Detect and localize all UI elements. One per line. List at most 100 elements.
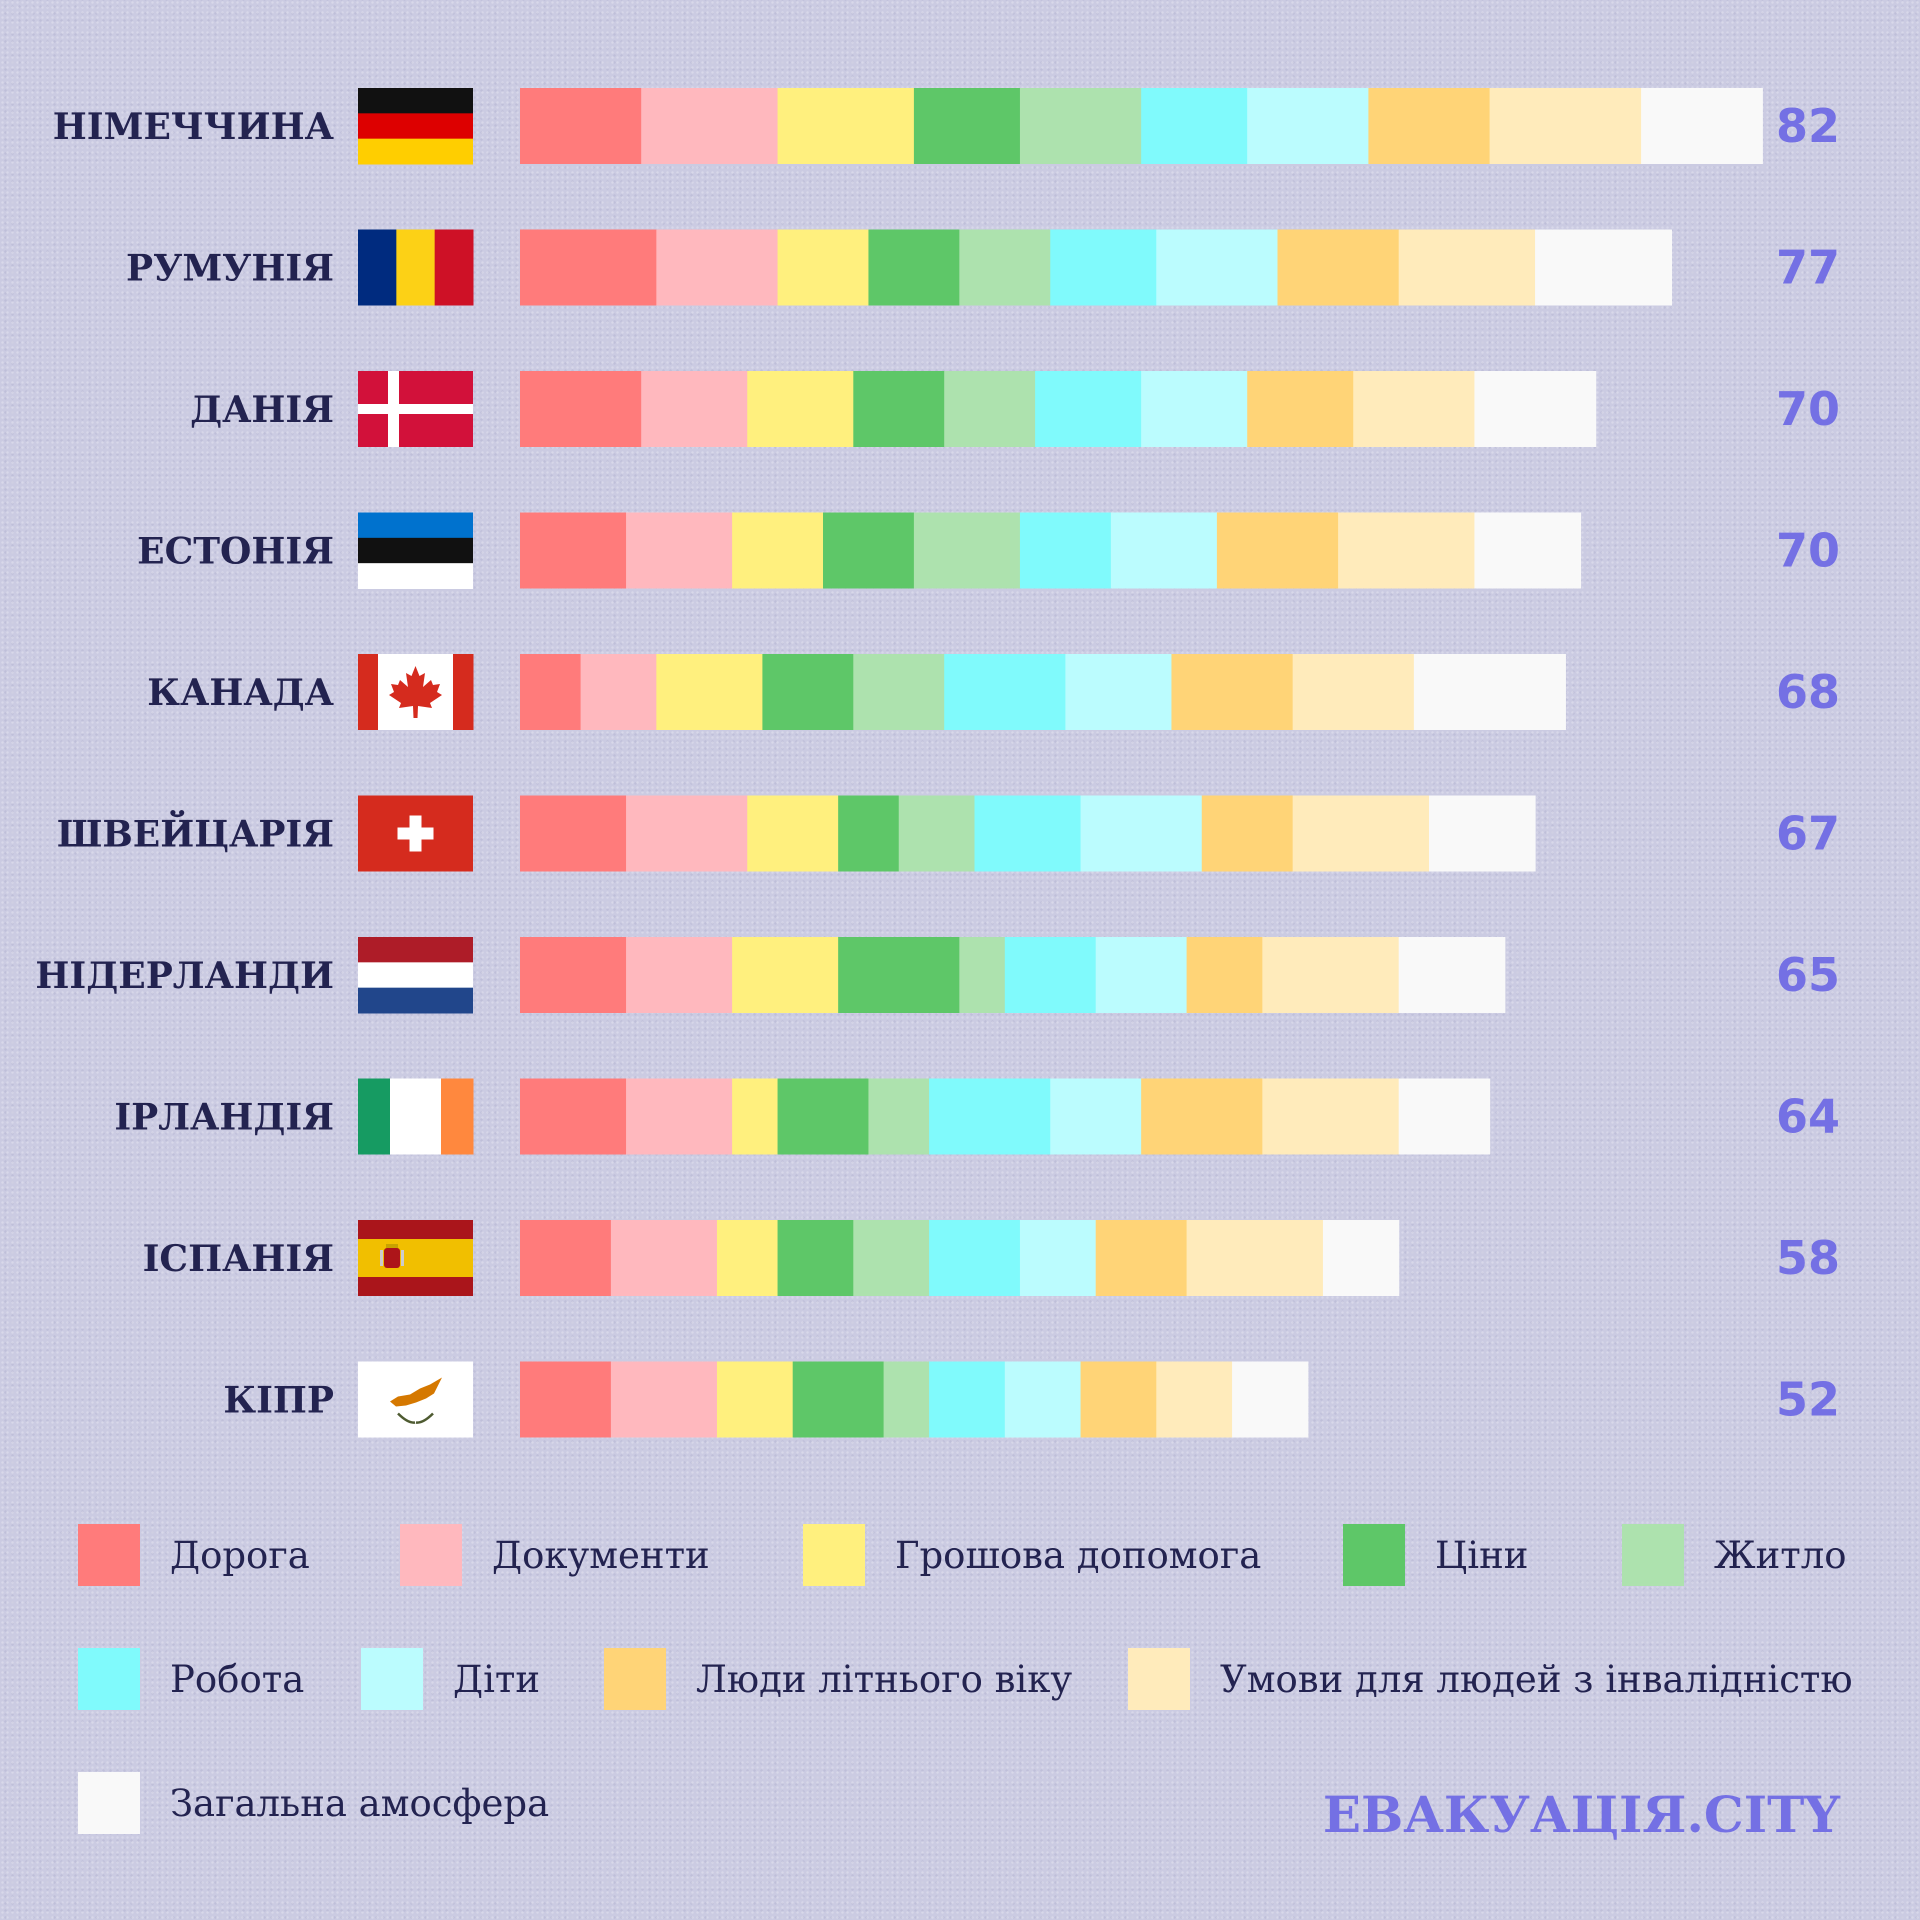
bar-segment xyxy=(626,1078,733,1155)
bar-segment xyxy=(520,1361,612,1438)
bar-segment xyxy=(520,88,642,164)
romania-flag xyxy=(358,229,474,306)
bar-segment xyxy=(1429,795,1536,872)
country-label: ЕСТОНІЯ xyxy=(137,531,334,573)
bar-row: КАНАДА 68 xyxy=(147,654,1840,730)
bar-segment xyxy=(1474,512,1582,589)
bar-row: ЕСТОНІЯ 70 xyxy=(137,512,1840,589)
legend-item: Умови для людей з інвалідністю xyxy=(1128,1648,1853,1710)
spain-flag xyxy=(358,1220,473,1296)
legend-item: Робота xyxy=(78,1648,304,1710)
legend-item: Люди літнього віку xyxy=(604,1648,1072,1710)
bar-segment xyxy=(1535,229,1672,306)
bar-segment xyxy=(626,937,733,1013)
total-value-label: 77 xyxy=(1776,241,1840,295)
bar-segment xyxy=(1065,654,1173,730)
bar-segment xyxy=(1080,795,1203,872)
netherlands-flag xyxy=(358,937,473,1014)
bar-segment xyxy=(777,1078,870,1155)
bar-segment xyxy=(777,88,915,164)
bar-segment xyxy=(732,512,824,589)
legend-item: Діти xyxy=(361,1648,540,1710)
country-label: РУМУНІЯ xyxy=(126,248,334,290)
ireland-flag xyxy=(358,1078,474,1155)
legend-label: Дорога xyxy=(170,1534,310,1577)
bar-segment xyxy=(520,937,627,1013)
legend-label: Житло xyxy=(1714,1534,1846,1577)
country-label: ІСПАНІЯ xyxy=(143,1238,334,1280)
legend-item: Грошова допомога xyxy=(803,1524,1261,1586)
bar-segment xyxy=(838,937,960,1013)
bar-segment xyxy=(1247,88,1369,164)
bar-segment xyxy=(1368,88,1491,164)
bar-segment xyxy=(929,1078,1051,1155)
bar-segment xyxy=(838,795,900,872)
bar-segment xyxy=(1080,1361,1157,1438)
bar-segment xyxy=(1019,512,1112,589)
canada-flag xyxy=(358,654,474,730)
legend-swatch xyxy=(1343,1524,1405,1586)
bar-segment xyxy=(520,1220,612,1296)
bar-segment xyxy=(777,1220,854,1296)
country-label: ІРЛАНДІЯ xyxy=(114,1097,334,1139)
bar-segment xyxy=(944,371,1036,447)
bar-segment xyxy=(1216,512,1339,589)
bar-segment xyxy=(520,512,627,589)
legend-swatch xyxy=(78,1772,140,1834)
bar-segment xyxy=(1019,1220,1097,1296)
bar-segment xyxy=(974,795,1082,872)
total-value-label: 70 xyxy=(1776,524,1840,578)
bar-segment xyxy=(913,88,1021,164)
bar-segment xyxy=(1141,371,1248,447)
country-label: НІДЕРЛАНДИ xyxy=(35,955,334,997)
bar-segment xyxy=(626,795,748,872)
bar-segment xyxy=(1398,229,1536,306)
bar-segment xyxy=(641,371,748,447)
country-label: ШВЕЙЦАРІЯ xyxy=(57,811,334,856)
total-value-label: 70 xyxy=(1776,382,1840,436)
legend-swatch xyxy=(361,1648,423,1710)
bar-segment xyxy=(1413,654,1566,730)
bar-segment xyxy=(853,654,945,730)
bar-segment xyxy=(1186,937,1263,1013)
bar-segment xyxy=(823,512,915,589)
country-label: КІПР xyxy=(223,1380,334,1422)
bar-segment xyxy=(792,1361,885,1438)
total-value-label: 82 xyxy=(1776,99,1840,153)
total-value-label: 58 xyxy=(1776,1231,1840,1285)
bar-segment xyxy=(1262,937,1400,1013)
bar-segment xyxy=(610,1220,718,1296)
total-value-label: 64 xyxy=(1776,1090,1840,1144)
bar-segment xyxy=(1095,937,1188,1013)
bar-segment xyxy=(656,654,763,730)
bar-segment xyxy=(1398,937,1506,1013)
bar-row: КІПР 52 xyxy=(223,1361,1840,1438)
bar-segment xyxy=(1353,371,1476,447)
bar-segment xyxy=(1156,1361,1233,1438)
bar-segment xyxy=(1156,229,1279,306)
legend-label: Робота xyxy=(170,1658,304,1701)
bar-segment xyxy=(1201,795,1294,872)
bar-segment xyxy=(732,1078,779,1155)
total-value-label: 65 xyxy=(1776,948,1840,1002)
legend-label: Ціни xyxy=(1435,1534,1528,1577)
bar-segment xyxy=(1141,1078,1263,1155)
germany-flag xyxy=(358,88,473,165)
bar-segment xyxy=(580,654,657,730)
bar-segment xyxy=(732,937,839,1013)
bar-segment xyxy=(716,1220,779,1296)
bar-segment xyxy=(1004,937,1097,1013)
bar-segment xyxy=(1338,512,1476,589)
bar-segment xyxy=(747,795,839,872)
bar-segment xyxy=(883,1361,930,1438)
bar-segment xyxy=(520,654,582,730)
bar-segment xyxy=(520,795,627,872)
bar-segment xyxy=(641,88,779,164)
estonia-flag xyxy=(358,512,473,589)
country-label: КАНАДА xyxy=(147,672,334,714)
legend-swatch xyxy=(604,1648,666,1710)
bar-row: ШВЕЙЦАРІЯ 67 xyxy=(57,795,1840,872)
legend-item: Документи xyxy=(400,1524,710,1586)
legend-label: Діти xyxy=(453,1658,540,1701)
